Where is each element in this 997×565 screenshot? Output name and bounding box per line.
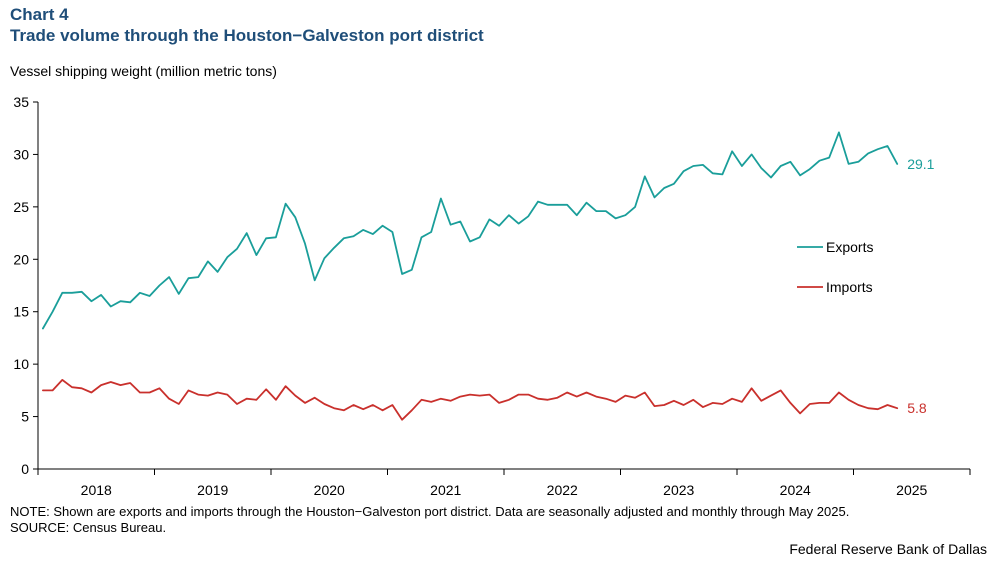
y-tick-label: 5: [21, 409, 29, 425]
legend-label-exports: Exports: [826, 239, 873, 255]
y-axis-label: Vessel shipping weight (million metric t…: [10, 63, 277, 79]
series-line-imports: [42, 378, 899, 421]
x-tick-label: 2022: [547, 482, 578, 498]
x-tick-label: 2019: [197, 482, 228, 498]
y-tick-label: 20: [13, 251, 29, 267]
x-tick-label: 2018: [81, 482, 112, 498]
legend-label-imports: Imports: [826, 279, 873, 295]
end-label-imports: 5.8: [907, 400, 927, 416]
x-tick-label: 2023: [663, 482, 694, 498]
credit: Federal Reserve Bank of Dallas: [789, 541, 987, 557]
source-text: SOURCE: Census Bureau.: [10, 520, 167, 535]
x-tick-label: 2024: [780, 482, 811, 498]
y-tick-label: 35: [13, 94, 29, 110]
series-line-exports: [42, 131, 899, 330]
note-text: NOTE: Shown are exports and imports thro…: [10, 504, 850, 519]
y-tick-label: 15: [13, 304, 29, 320]
y-tick-label: 0: [21, 461, 29, 477]
x-tick-label: 2025: [896, 482, 927, 498]
end-label-exports: 29.1: [907, 156, 934, 172]
chart-number: Chart 4: [10, 5, 69, 24]
x-tick-label: 2020: [314, 482, 345, 498]
y-tick-label: 30: [13, 146, 29, 162]
footnote: NOTE: Shown are exports and imports thro…: [10, 504, 849, 536]
chart-title: Trade volume through the Houston−Galvest…: [10, 26, 484, 45]
y-tick-label: 25: [13, 199, 29, 215]
y-tick-label: 10: [13, 356, 29, 372]
x-tick-label: 2021: [430, 482, 461, 498]
